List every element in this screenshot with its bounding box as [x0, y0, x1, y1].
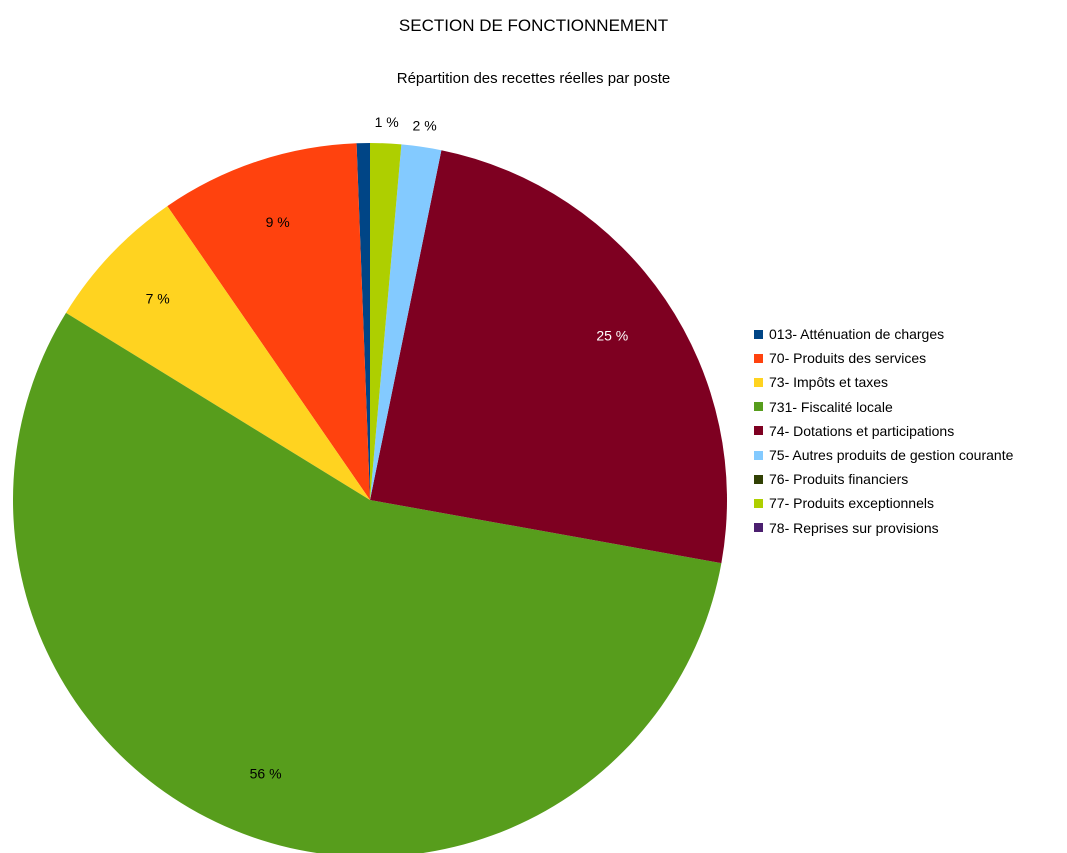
legend-item-3: 731- Fiscalité locale	[754, 395, 1013, 419]
legend-label-3: 731- Fiscalité locale	[769, 399, 893, 415]
legend-item-8: 78- Reprises sur provisions	[754, 516, 1013, 540]
legend-item-4: 74- Dotations et participations	[754, 419, 1013, 443]
legend-label-5: 75- Autres produits de gestion courante	[769, 447, 1013, 463]
legend-item-1: 70- Produits des services	[754, 346, 1013, 370]
pie-slice-label-3: 56 %	[250, 766, 282, 782]
legend-label-6: 76- Produits financiers	[769, 471, 908, 487]
legend-swatch-5	[754, 451, 763, 460]
legend-swatch-6	[754, 475, 763, 484]
legend-label-7: 77- Produits exceptionnels	[769, 495, 934, 511]
legend-swatch-1	[754, 354, 763, 363]
legend-item-5: 75- Autres produits de gestion courante	[754, 443, 1013, 467]
pie-slice-label-7: 1 %	[375, 114, 399, 130]
legend-item-2: 73- Impôts et taxes	[754, 370, 1013, 394]
legend-item-0: 013- Atténuation de charges	[754, 322, 1013, 346]
pie-slices	[13, 143, 727, 853]
legend-item-7: 77- Produits exceptionnels	[754, 491, 1013, 515]
legend-swatch-2	[754, 378, 763, 387]
legend-swatch-4	[754, 426, 763, 435]
pie-slice-label-2: 7 %	[146, 290, 170, 306]
pie-slice-label-5: 2 %	[413, 118, 437, 134]
legend-label-4: 74- Dotations et participations	[769, 423, 954, 439]
legend-swatch-7	[754, 499, 763, 508]
pie-slice-label-1: 9 %	[266, 214, 290, 230]
pie-slice-label-4: 25 %	[596, 328, 628, 344]
legend-swatch-8	[754, 523, 763, 532]
legend-label-1: 70- Produits des services	[769, 350, 926, 366]
legend-label-0: 013- Atténuation de charges	[769, 326, 944, 342]
legend-label-2: 73- Impôts et taxes	[769, 374, 888, 390]
legend-swatch-0	[754, 330, 763, 339]
legend-swatch-3	[754, 402, 763, 411]
legend-label-8: 78- Reprises sur provisions	[769, 520, 939, 536]
chart-legend: 013- Atténuation de charges 70- Produits …	[754, 322, 1013, 540]
legend-item-6: 76- Produits financiers	[754, 467, 1013, 491]
